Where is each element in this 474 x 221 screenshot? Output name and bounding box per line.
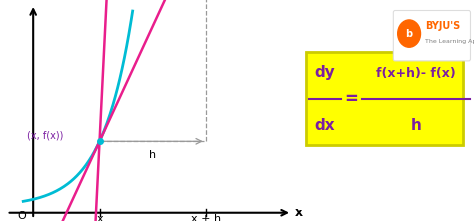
Text: h: h: [410, 118, 421, 133]
Text: f(x+h)- f(x): f(x+h)- f(x): [376, 67, 456, 80]
Text: h: h: [149, 150, 156, 160]
Text: The Learning App: The Learning App: [425, 40, 474, 44]
Text: x: x: [96, 214, 103, 221]
Text: x: x: [295, 206, 303, 219]
FancyBboxPatch shape: [306, 52, 464, 145]
Text: dy: dy: [315, 65, 335, 80]
Text: (x, f(x)): (x, f(x)): [27, 130, 63, 140]
Text: BYJU'S: BYJU'S: [425, 21, 460, 31]
FancyBboxPatch shape: [393, 10, 471, 61]
Text: x + h: x + h: [191, 214, 221, 221]
Text: b: b: [406, 29, 413, 39]
Text: dx: dx: [315, 118, 335, 133]
Circle shape: [398, 20, 420, 47]
Text: O: O: [17, 211, 26, 221]
Text: =: =: [344, 90, 358, 108]
